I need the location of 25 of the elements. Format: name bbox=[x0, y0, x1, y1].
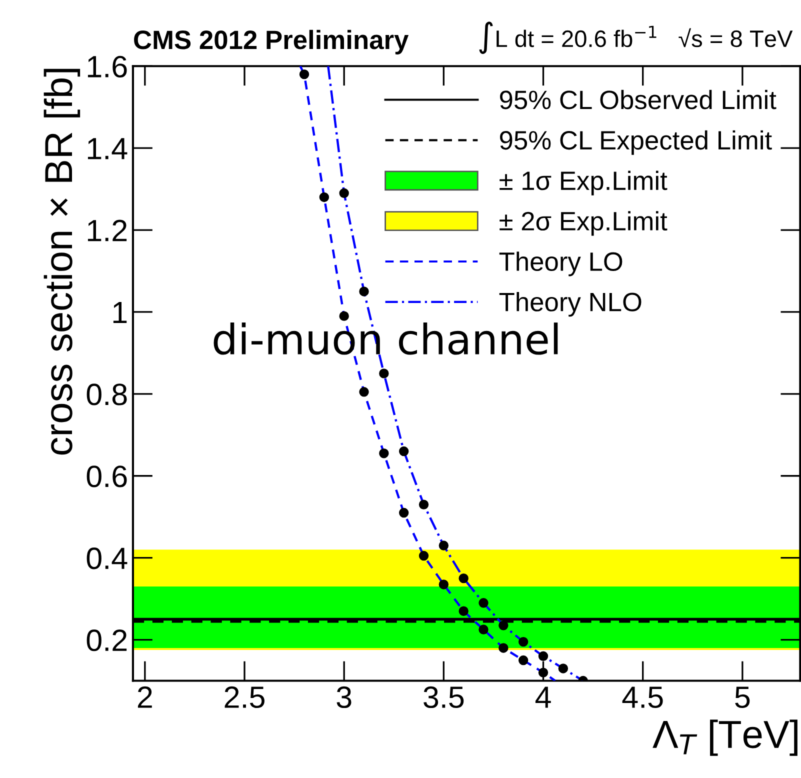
x-tick-label: 3.5 bbox=[424, 686, 464, 708]
y-tick-label: 1.4 bbox=[88, 138, 128, 160]
x-tick-label: 4.5 bbox=[622, 686, 663, 708]
y-tick-label: 0.4 bbox=[86, 548, 128, 570]
legend-label: ± 1σ Exp.Limit bbox=[500, 170, 668, 196]
x-axis-title: Λ$_{T}$ [TeV] bbox=[652, 720, 798, 756]
text: ∫L dt = 20.6 fb$^{−1}$ √s = 8 TeV bbox=[479, 22, 793, 54]
y-axis-title: cross section × BR [fb] bbox=[44, 68, 80, 455]
y-tick-label: 0.2 bbox=[86, 630, 127, 652]
y-tick-label: 0.8 bbox=[86, 384, 127, 406]
y-tick-label: 1 bbox=[113, 302, 127, 324]
legend-label: ± 2σ Exp.Limit bbox=[500, 211, 668, 236]
x-tick-label: 2.5 bbox=[224, 686, 264, 708]
x-tick-label: 4 bbox=[535, 686, 551, 708]
x-tick-label: 5 bbox=[735, 686, 750, 708]
legend-label: 95% CL Observed Limit bbox=[500, 90, 776, 110]
x-tick-label: 3 bbox=[336, 686, 352, 708]
chart-title: CMS 2012 Preliminary bbox=[134, 30, 409, 54]
y-tick-label: 1.2 bbox=[88, 220, 127, 242]
y-tick-label: 1.6 bbox=[88, 56, 127, 78]
y-tick-label: 0.6 bbox=[86, 466, 127, 488]
legend-label: Theory NLO bbox=[499, 292, 642, 317]
x-tick-label: 2 bbox=[138, 686, 152, 708]
legend-label: 95% CL Expected Limit bbox=[500, 130, 772, 155]
legend-label: Theory LO bbox=[499, 252, 622, 276]
